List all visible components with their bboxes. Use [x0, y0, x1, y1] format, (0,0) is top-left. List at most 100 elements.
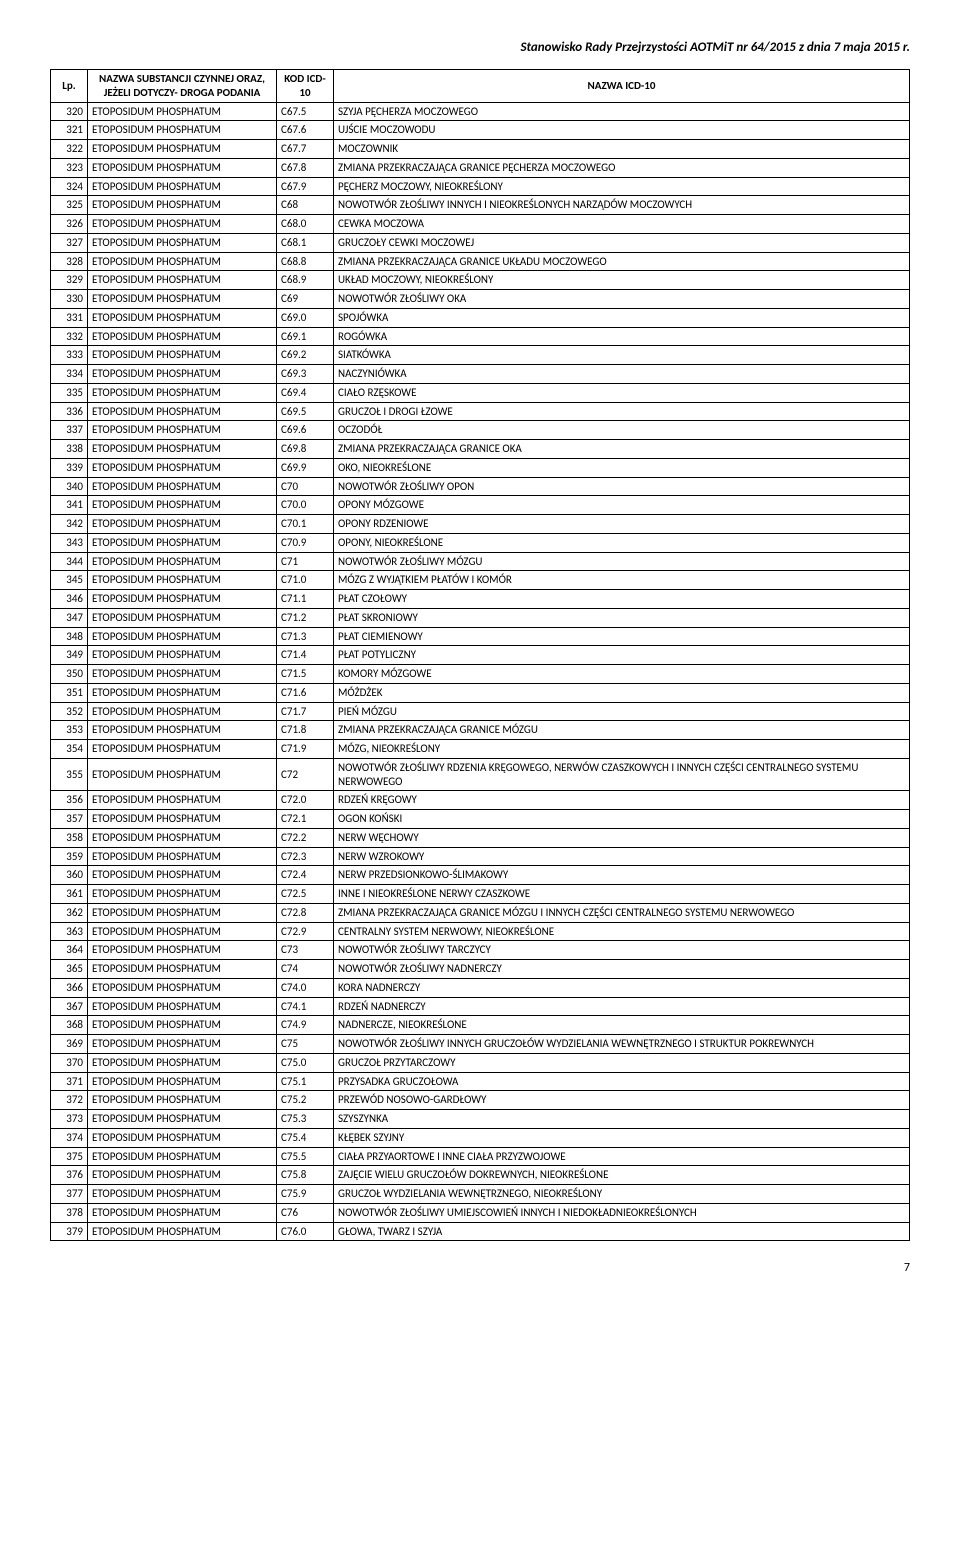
cell-kod: C70 [277, 477, 334, 496]
cell-kod: C75.2 [277, 1091, 334, 1110]
cell-substance: ETOPOSIDUM PHOSPHATUM [88, 308, 277, 327]
cell-substance: ETOPOSIDUM PHOSPHATUM [88, 121, 277, 140]
cell-lp: 320 [51, 102, 88, 121]
cell-substance: ETOPOSIDUM PHOSPHATUM [88, 903, 277, 922]
table-row: 332ETOPOSIDUM PHOSPHATUMC69.1ROGÓWKA [51, 327, 910, 346]
cell-kod: C71.1 [277, 590, 334, 609]
cell-kod: C69.6 [277, 421, 334, 440]
cell-substance: ETOPOSIDUM PHOSPHATUM [88, 515, 277, 534]
cell-kod: C69.3 [277, 365, 334, 384]
cell-lp: 346 [51, 590, 88, 609]
cell-kod: C72.3 [277, 847, 334, 866]
cell-lp: 352 [51, 702, 88, 721]
cell-kod: C69.5 [277, 402, 334, 421]
cell-name: NERW WĘCHOWY [334, 828, 910, 847]
cell-name: PŁAT CZOŁOWY [334, 590, 910, 609]
cell-substance: ETOPOSIDUM PHOSPHATUM [88, 740, 277, 759]
cell-substance: ETOPOSIDUM PHOSPHATUM [88, 646, 277, 665]
cell-kod: C68.8 [277, 252, 334, 271]
cell-name: NADNERCZE, NIEOKREŚLONE [334, 1016, 910, 1035]
cell-lp: 359 [51, 847, 88, 866]
cell-name: OCZODÓŁ [334, 421, 910, 440]
col-header-kod: KOD ICD-10 [277, 70, 334, 103]
cell-lp: 331 [51, 308, 88, 327]
cell-kod: C70.1 [277, 515, 334, 534]
cell-substance: ETOPOSIDUM PHOSPHATUM [88, 721, 277, 740]
table-row: 363ETOPOSIDUM PHOSPHATUMC72.9CENTRALNY S… [51, 922, 910, 941]
cell-lp: 343 [51, 533, 88, 552]
cell-name: ZMIANA PRZEKRACZAJĄCA GRANICE PĘCHERZA M… [334, 158, 910, 177]
cell-substance: ETOPOSIDUM PHOSPHATUM [88, 627, 277, 646]
cell-substance: ETOPOSIDUM PHOSPHATUM [88, 978, 277, 997]
cell-kod: C69.8 [277, 440, 334, 459]
table-row: 331ETOPOSIDUM PHOSPHATUMC69.0SPOJÓWKA [51, 308, 910, 327]
cell-lp: 325 [51, 196, 88, 215]
cell-kod: C72.8 [277, 903, 334, 922]
cell-lp: 375 [51, 1147, 88, 1166]
cell-name: SIATKÓWKA [334, 346, 910, 365]
cell-kod: C70.0 [277, 496, 334, 515]
cell-name: GRUCZOŁ PRZYTARCZOWY [334, 1053, 910, 1072]
cell-lp: 342 [51, 515, 88, 534]
table-row: 373ETOPOSIDUM PHOSPHATUMC75.3SZYSZYNKA [51, 1110, 910, 1129]
cell-lp: 354 [51, 740, 88, 759]
cell-name: MÓŻDŻEK [334, 683, 910, 702]
cell-substance: ETOPOSIDUM PHOSPHATUM [88, 1053, 277, 1072]
cell-kod: C75.1 [277, 1072, 334, 1091]
cell-name: GRUCZOŁ I DROGI ŁZOWE [334, 402, 910, 421]
cell-name: SZYSZYNKA [334, 1110, 910, 1129]
cell-kod: C68 [277, 196, 334, 215]
table-row: 336ETOPOSIDUM PHOSPHATUMC69.5GRUCZOŁ I D… [51, 402, 910, 421]
cell-kod: C69 [277, 290, 334, 309]
cell-lp: 336 [51, 402, 88, 421]
cell-name: KŁĘBEK SZYJNY [334, 1128, 910, 1147]
cell-name: ROGÓWKA [334, 327, 910, 346]
cell-lp: 344 [51, 552, 88, 571]
table-row: 351ETOPOSIDUM PHOSPHATUMC71.6MÓŻDŻEK [51, 683, 910, 702]
cell-name: ZMIANA PRZEKRACZAJĄCA GRANICE OKA [334, 440, 910, 459]
cell-name: NOWOTWÓR ZŁOŚLIWY OKA [334, 290, 910, 309]
cell-substance: ETOPOSIDUM PHOSPHATUM [88, 997, 277, 1016]
cell-substance: ETOPOSIDUM PHOSPHATUM [88, 271, 277, 290]
cell-substance: ETOPOSIDUM PHOSPHATUM [88, 158, 277, 177]
cell-name: PĘCHERZ MOCZOWY, NIEOKREŚLONY [334, 177, 910, 196]
cell-kod: C68.9 [277, 271, 334, 290]
cell-lp: 334 [51, 365, 88, 384]
cell-kod: C68.1 [277, 233, 334, 252]
table-row: 362ETOPOSIDUM PHOSPHATUMC72.8ZMIANA PRZE… [51, 903, 910, 922]
cell-name: OPONY MÓZGOWE [334, 496, 910, 515]
cell-name: ZMIANA PRZEKRACZAJĄCA GRANICE MÓZGU I IN… [334, 903, 910, 922]
table-row: 353ETOPOSIDUM PHOSPHATUMC71.8ZMIANA PRZE… [51, 721, 910, 740]
table-row: 344ETOPOSIDUM PHOSPHATUMC71NOWOTWÓR ZŁOŚ… [51, 552, 910, 571]
cell-kod: C67.9 [277, 177, 334, 196]
table-row: 329ETOPOSIDUM PHOSPHATUMC68.9UKŁAD MOCZO… [51, 271, 910, 290]
cell-name: NOWOTWÓR ZŁOŚLIWY NADNERCZY [334, 960, 910, 979]
cell-substance: ETOPOSIDUM PHOSPHATUM [88, 571, 277, 590]
cell-substance: ETOPOSIDUM PHOSPHATUM [88, 1203, 277, 1222]
cell-substance: ETOPOSIDUM PHOSPHATUM [88, 960, 277, 979]
cell-lp: 337 [51, 421, 88, 440]
cell-name: OPONY RDZENIOWE [334, 515, 910, 534]
cell-name: PIEŃ MÓZGU [334, 702, 910, 721]
cell-name: GRUCZOŁY CEWKI MOCZOWEJ [334, 233, 910, 252]
cell-name: MOCZOWNIK [334, 140, 910, 159]
table-row: 374ETOPOSIDUM PHOSPHATUMC75.4KŁĘBEK SZYJ… [51, 1128, 910, 1147]
table-row: 376ETOPOSIDUM PHOSPHATUMC75.8ZAJĘCIE WIE… [51, 1166, 910, 1185]
cell-substance: ETOPOSIDUM PHOSPHATUM [88, 421, 277, 440]
cell-kod: C74 [277, 960, 334, 979]
table-row: 372ETOPOSIDUM PHOSPHATUMC75.2PRZEWÓD NOS… [51, 1091, 910, 1110]
cell-substance: ETOPOSIDUM PHOSPHATUM [88, 533, 277, 552]
cell-lp: 338 [51, 440, 88, 459]
cell-substance: ETOPOSIDUM PHOSPHATUM [88, 458, 277, 477]
cell-lp: 333 [51, 346, 88, 365]
cell-name: RDZEŃ NADNERCZY [334, 997, 910, 1016]
cell-substance: ETOPOSIDUM PHOSPHATUM [88, 290, 277, 309]
cell-kod: C75 [277, 1035, 334, 1054]
cell-lp: 348 [51, 627, 88, 646]
cell-kod: C72 [277, 758, 334, 791]
cell-name: SPOJÓWKA [334, 308, 910, 327]
cell-kod: C72.4 [277, 866, 334, 885]
table-row: 337ETOPOSIDUM PHOSPHATUMC69.6OCZODÓŁ [51, 421, 910, 440]
cell-name: KOMORY MÓZGOWE [334, 665, 910, 684]
cell-lp: 330 [51, 290, 88, 309]
